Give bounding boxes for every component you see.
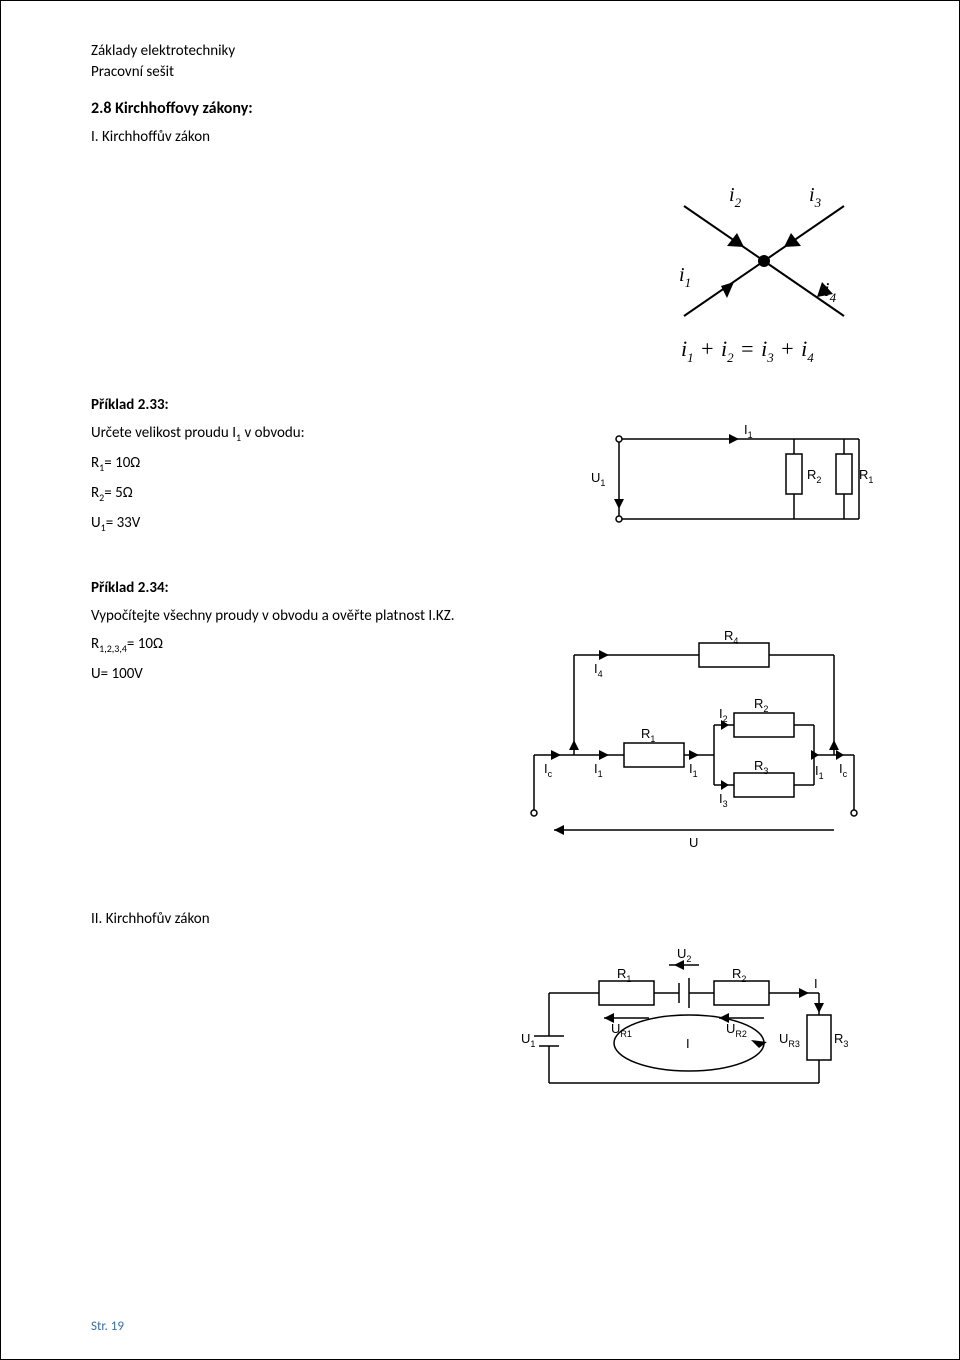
svg-text:I1: I1 [689,761,698,779]
svg-text:I: I [686,1036,690,1051]
svg-text:UR1: UR1 [611,1021,632,1039]
svg-text:I2: I2 [719,706,728,724]
loop-diagram: R1 R2 R3 U1 U2 UR1 UR2 UR3 I I [519,943,849,1103]
ex1-desc: Určete velikost proudu I1 v obvodu: [91,424,305,444]
header-line1: Základy elektrotechniky [91,41,879,62]
svg-text:U2: U2 [677,946,691,964]
svg-text:U1: U1 [591,470,605,488]
svg-text:I1: I1 [744,422,753,440]
ex2-circuit: R4 R1 R2 R3 I4 Ic I1 I1 I2 I3 I1 Ic U [499,625,879,855]
svg-text:UR3: UR3 [779,1031,800,1049]
header-line2: Pracovní sešit [91,62,879,83]
law2-title: II. Kirchhofův zákon [91,910,879,928]
ex2-text: R1,2,3,4= 10Ω U= 100V [91,625,163,683]
ex1-r2: R2= 5Ω [91,484,305,504]
ex1-text: Určete velikost proudu I1 v obvodu: R1= … [91,414,305,534]
ex2-desc: Vypočítejte všechny proudy v obvodu a ov… [91,607,879,625]
ex2-r: R1,2,3,4= 10Ω [91,635,163,655]
svg-text:Ic: Ic [544,761,553,779]
svg-text:I1: I1 [594,761,603,779]
svg-text:U1: U1 [521,1031,535,1049]
node-diagram: i2 i3 i1 i4 i1 + i2 = i3 + i4 [649,166,879,366]
svg-text:R1: R1 [859,467,873,485]
svg-text:I: I [814,976,818,991]
svg-text:R3: R3 [834,1031,848,1049]
svg-text:I1: I1 [815,763,824,781]
page: Základy elektrotechniky Pracovní sešit 2… [0,0,960,1360]
svg-text:R2: R2 [807,467,821,485]
svg-text:I3: I3 [719,791,728,809]
page-number: Str. 19 [91,1319,124,1334]
ex1-title: Příklad 2.33: [91,396,879,414]
ex1-r1: R1= 10Ω [91,454,305,474]
svg-text:i1: i1 [679,264,691,290]
law1-title: I. Kirchhoffův zákon [91,128,879,146]
svg-text:i2: i2 [729,184,742,210]
svg-text:R2: R2 [754,696,768,714]
svg-text:i1 + i2: i1 + i2 = i3 + i4 [681,336,814,366]
svg-text:I4: I4 [594,661,603,679]
ex1-u1: U1= 33V [91,514,305,534]
svg-text:Ic: Ic [839,761,848,779]
ex2-title: Příklad 2.34: [91,579,879,597]
svg-text:i3: i3 [809,184,822,210]
svg-text:U: U [689,835,698,850]
section-title: 2.8 Kirchhoffovy zákony: [91,99,879,118]
ex2-u: U= 100V [91,665,163,683]
svg-text:i4: i4 [824,279,837,305]
ex1-circuit: U1 I1 R2 R1 [579,414,879,544]
svg-text:R1: R1 [641,726,655,744]
